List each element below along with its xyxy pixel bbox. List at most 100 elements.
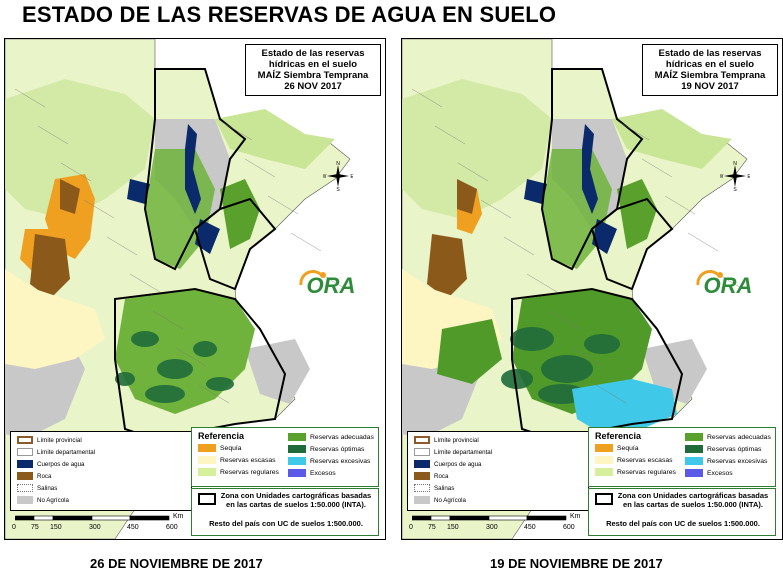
legend-swatch	[17, 448, 33, 456]
svg-text:N: N	[733, 161, 737, 167]
legend-row: Cuerpos de agua	[17, 460, 84, 468]
referencia-item: Reservas escasas	[595, 456, 673, 464]
referencia-label: Reservas escasas	[617, 456, 673, 464]
adecuadas-ne	[220, 179, 260, 249]
legend-label: No Agrícola	[37, 496, 69, 504]
referencia-title: Referencia	[595, 431, 642, 441]
department-line	[129, 273, 161, 293]
legend-row: No Agrícola	[414, 496, 466, 504]
legend-swatch	[414, 460, 430, 468]
legend-swatch	[17, 436, 33, 444]
legend-swatch	[17, 484, 33, 492]
optimas-patch	[131, 331, 159, 347]
compass-rose-icon: N S E W	[719, 161, 752, 193]
legend-label: Límite departamental	[37, 448, 96, 456]
referencia-label: Reservas óptimas	[707, 445, 762, 453]
map-title-line: MAÍZ Siembra Temprana	[257, 70, 369, 81]
department-line	[37, 125, 69, 145]
water-body-delta	[592, 219, 617, 254]
optimas-patch	[510, 327, 554, 351]
region-nw	[402, 79, 552, 219]
map-title-line: Estado de las reservas	[658, 48, 762, 59]
svg-text:E: E	[747, 174, 750, 180]
department-line	[60, 162, 92, 182]
scale-tick-label: 0	[12, 524, 16, 531]
adecuadas-ne	[617, 179, 657, 249]
map-title-box: Estado de las reservas hídricas en el sue…	[642, 44, 778, 96]
province-boundary	[590, 197, 674, 291]
legend-row: Límite departamental	[414, 448, 492, 456]
main-title: ESTADO DE LAS RESERVAS DE AGUA EN SUELO	[22, 2, 557, 27]
water-body-river	[185, 124, 201, 214]
referencia-label: Reservas escasas	[220, 456, 276, 464]
referencia-swatch	[595, 444, 613, 452]
optimas-patch	[193, 341, 217, 357]
legend-label: No Agrícola	[434, 496, 466, 504]
roca-area-2	[457, 179, 477, 214]
svg-text:W: W	[323, 174, 327, 180]
referencia-item: Reservas óptimas	[288, 445, 364, 453]
legend-row: Límite departamental	[17, 448, 95, 456]
referencia-item: Excesos	[288, 469, 336, 477]
svg-text:ORA: ORA	[307, 273, 356, 298]
region-ne	[215, 109, 335, 169]
legend-label: Salinas	[434, 484, 455, 492]
zona-note-box: Zona con Unidades cartográficas basadas …	[588, 488, 776, 536]
referencia-item: Reservas adecuadas	[685, 433, 771, 441]
referencia-item: Sequía	[198, 444, 242, 452]
argentina-map	[5, 39, 351, 539]
date-caption-left: 26 DE NOVIEMBRE DE 2017	[90, 556, 263, 571]
legend-label: Cuerpos de agua	[37, 460, 85, 468]
referencia-swatch	[595, 468, 613, 476]
map-title-line: hídricas en el suelo	[665, 59, 755, 70]
scale-unit: Km	[570, 513, 581, 520]
scale-tick-label: 300	[89, 524, 101, 531]
legend-row: No Agrícola	[17, 496, 69, 504]
roca-area	[30, 234, 70, 299]
department-line	[106, 236, 138, 256]
ora-logo: ORA	[293, 267, 368, 299]
zona-text: Zona con Unidades cartográficas basadas …	[617, 491, 769, 509]
legend-row: Salinas	[17, 484, 57, 492]
legend-swatch	[17, 472, 33, 480]
scale-unit: Km	[173, 513, 184, 520]
referencia-swatch	[288, 433, 306, 441]
referencia-label: Reservas regulares	[220, 468, 279, 476]
department-line	[641, 158, 673, 178]
scale-bar: 0 75 150 300 450 600 Km	[409, 513, 582, 535]
scale-bar: 0 75 150 300 450 600 Km	[12, 513, 185, 535]
referencia-swatch	[288, 445, 306, 453]
referencia-item: Reservas regulares	[595, 468, 676, 476]
referencia-swatch	[685, 457, 703, 465]
scale-tick-label: 75	[428, 524, 436, 531]
optimas-patch	[501, 369, 533, 389]
scale-tick-label: 150	[50, 524, 62, 531]
department-line	[549, 310, 581, 330]
optimas-patch	[115, 372, 135, 386]
region-ne	[612, 109, 732, 169]
optimas-patch	[584, 334, 620, 354]
referencia-label: Excesos	[310, 469, 336, 477]
referencia-label: Excesos	[707, 469, 733, 477]
roca-area	[427, 234, 467, 299]
date-caption-right: 19 DE NOVIEMBRE DE 2017	[490, 556, 663, 571]
department-line	[595, 384, 627, 404]
legend-row: Roca	[414, 472, 448, 480]
svg-text:S: S	[733, 187, 737, 191]
map-title-line: hídricas en el suelo	[268, 59, 358, 70]
department-line	[664, 195, 696, 215]
map-title-line: 19 NOV 2017	[681, 81, 739, 92]
water-body-delta	[195, 219, 220, 254]
legend-label: Roca	[37, 472, 52, 480]
scale-tick-label: 150	[447, 524, 459, 531]
region-nw	[5, 79, 155, 219]
department-line	[411, 88, 443, 108]
referencia-item: Reservas regulares	[198, 468, 279, 476]
department-line	[221, 121, 253, 141]
argentina-map	[402, 39, 748, 539]
legend-row: Límite provincial	[414, 436, 479, 444]
legend-swatch	[414, 448, 430, 456]
water-body-river	[582, 124, 598, 214]
legend-label: Límite departamental	[434, 448, 493, 456]
referencia-label: Reservas regulares	[617, 468, 676, 476]
